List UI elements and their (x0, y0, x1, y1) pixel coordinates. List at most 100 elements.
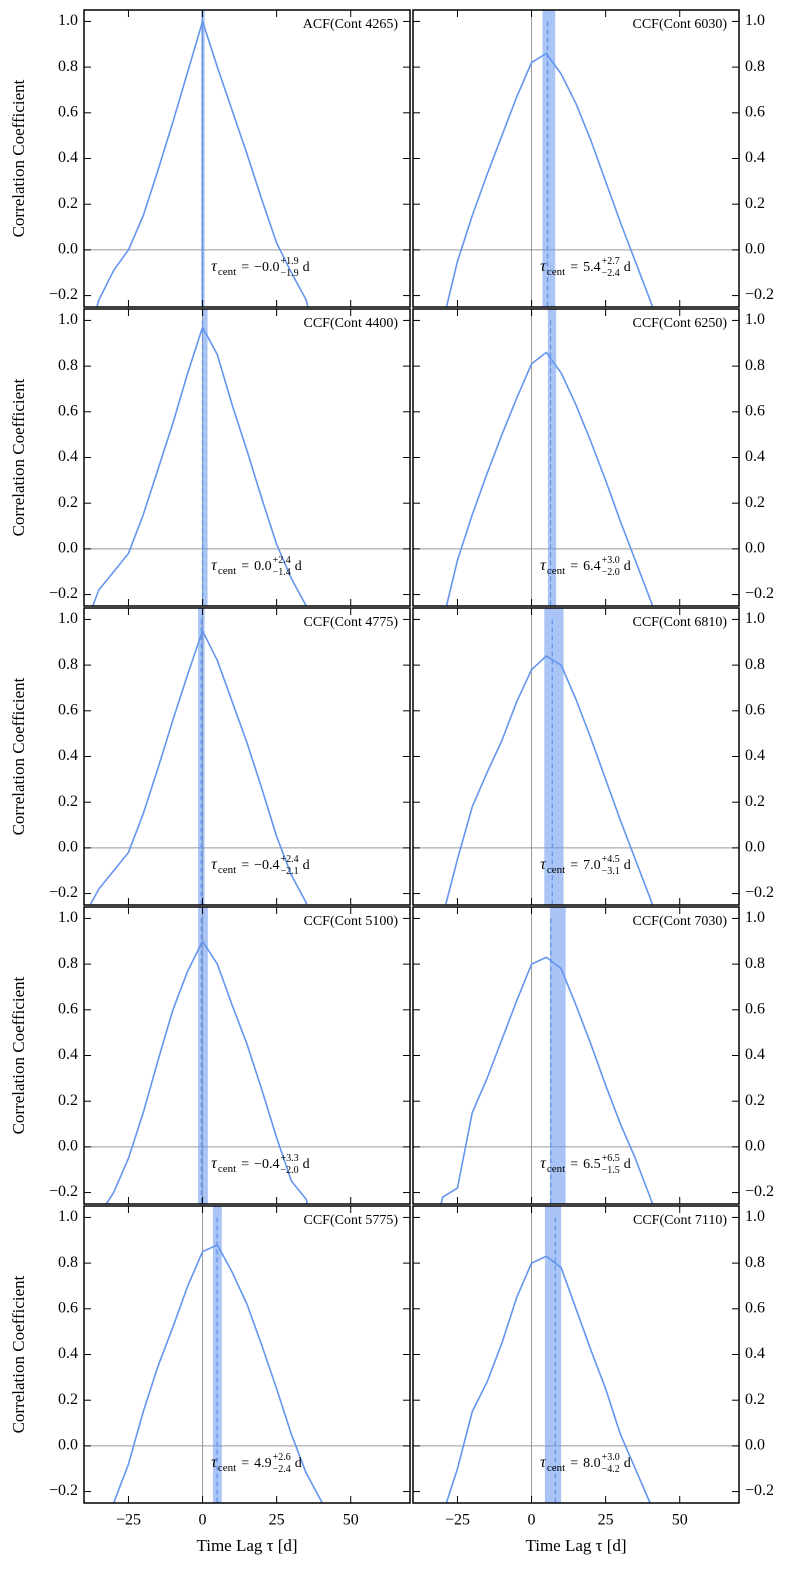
y-tick-label: 0.2 (58, 494, 78, 511)
y-tick-label: 0.2 (745, 1092, 765, 1109)
y-tick-label: 0.0 (745, 839, 765, 856)
panel-label: CCF(Cont 5775) (303, 1213, 398, 1228)
y-axis-label: Correlation Coefficient (9, 79, 28, 237)
y-tick-label: −0.2 (49, 884, 78, 901)
centroid-value: 6.4 (583, 559, 601, 574)
err-plus: +3.0 (602, 1452, 620, 1463)
panel-label: ACF(Cont 4265) (303, 17, 399, 32)
ccf-line (112, 1244, 323, 1503)
lag-symbol: τ (540, 1155, 547, 1172)
y-tick-label: 0.0 (745, 540, 765, 557)
y-tick-label: 0.6 (745, 701, 765, 718)
panel (413, 907, 739, 1204)
centroid-value: −0.0 (254, 260, 279, 275)
panel (84, 309, 410, 606)
lag-subscript: cent (218, 565, 236, 577)
ccf-line (445, 1255, 651, 1503)
y-tick-label: 0.0 (745, 1437, 765, 1454)
y-tick-label: 0.2 (58, 195, 78, 212)
y-tick-label: 1.0 (58, 1208, 78, 1225)
centroid-value: 4.9 (254, 1456, 272, 1471)
y-tick-label: 1.0 (745, 1208, 765, 1225)
err-minus: −2.4 (602, 268, 620, 279)
err-plus: +3.3 (281, 1153, 299, 1164)
panel-label: CCF(Cont 6810) (632, 615, 727, 630)
y-tick-label: 0.8 (745, 1254, 765, 1271)
y-tick-label: 0.4 (745, 1046, 765, 1063)
y-tick-label: 0.8 (745, 58, 765, 75)
y-tick-label: 1.0 (58, 311, 78, 328)
ccf-line (105, 940, 309, 1204)
lag-subscript: cent (547, 1163, 565, 1175)
y-tick-label: 0.8 (58, 1254, 78, 1271)
err-minus: −2.0 (281, 1165, 299, 1176)
y-tick-label: 0.2 (745, 793, 765, 810)
y-tick-label: 0.0 (58, 1437, 78, 1454)
equals: = (241, 858, 249, 873)
panel-label: CCF(Cont 6250) (632, 316, 727, 331)
err-plus: +2.4 (281, 854, 299, 865)
lag-symbol: τ (211, 1454, 218, 1471)
lag-unit: d (303, 1157, 310, 1172)
lag-subscript: cent (218, 864, 236, 876)
y-tick-label: 0.6 (745, 103, 765, 120)
y-tick-label: 1.0 (58, 12, 78, 29)
y-tick-label: 0.8 (58, 656, 78, 673)
x-tick-label: −25 (116, 1512, 141, 1529)
lag-unit: d (624, 1157, 631, 1172)
lag-unit: d (295, 559, 302, 574)
ccf-line (440, 956, 654, 1204)
centroid-value: −0.4 (254, 858, 279, 873)
ccf-line (91, 326, 308, 606)
y-tick-label: −0.2 (745, 585, 774, 602)
panel (413, 10, 739, 307)
y-axis-label: Correlation Coefficient (9, 677, 28, 835)
lag-subscript: cent (547, 864, 565, 876)
y-tick-label: 0.8 (745, 955, 765, 972)
lag-subscript: cent (218, 266, 236, 278)
y-tick-label: −0.2 (49, 585, 78, 602)
y-tick-label: 0.4 (58, 1345, 78, 1362)
panel (84, 1206, 410, 1503)
lag-subscript: cent (218, 1163, 236, 1175)
lag-symbol: τ (540, 856, 547, 873)
ccf-line (444, 655, 654, 905)
centroid-value: 6.5 (583, 1157, 601, 1172)
y-tick-label: 0.8 (58, 955, 78, 972)
y-tick-label: 1.0 (745, 311, 765, 328)
y-tick-label: 0.4 (58, 448, 78, 465)
lag-band (544, 1206, 562, 1503)
lag-unit: d (303, 260, 310, 275)
panel-label: CCF(Cont 4775) (303, 615, 398, 630)
ccf-line (96, 20, 309, 307)
equals: = (570, 260, 578, 275)
y-tick-label: 0.0 (58, 1138, 78, 1155)
lag-unit: d (624, 1456, 631, 1471)
y-tick-label: 1.0 (745, 12, 765, 29)
y-tick-label: 0.0 (58, 540, 78, 557)
err-minus: −3.1 (602, 866, 620, 877)
x-axis-label: Time Lag τ [d] (525, 1536, 626, 1555)
err-plus: +4.5 (602, 854, 620, 865)
err-plus: +2.7 (602, 256, 620, 267)
centroid-value: −0.4 (254, 1157, 279, 1172)
err-minus: −2.0 (602, 567, 620, 578)
y-tick-label: 0.2 (745, 494, 765, 511)
y-tick-label: 0.6 (745, 1000, 765, 1017)
y-tick-label: −0.2 (49, 286, 78, 303)
panel (413, 1206, 739, 1503)
centroid-value: 0.0 (254, 559, 272, 574)
centroid-value: 5.4 (583, 260, 601, 275)
lag-symbol: τ (211, 557, 218, 574)
equals: = (241, 1456, 249, 1471)
equals: = (241, 559, 249, 574)
equals: = (241, 260, 249, 275)
x-tick-label: 25 (598, 1512, 614, 1529)
lag-unit: d (624, 260, 631, 275)
panel (413, 608, 739, 905)
y-tick-label: 0.0 (58, 241, 78, 258)
y-tick-label: 0.0 (58, 839, 78, 856)
y-tick-label: 0.2 (745, 195, 765, 212)
y-tick-label: 0.6 (58, 1000, 78, 1017)
y-tick-label: 0.4 (745, 448, 765, 465)
